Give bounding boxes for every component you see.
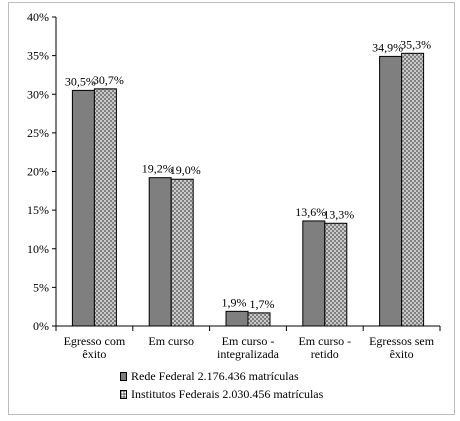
category-label: retido: [311, 347, 339, 361]
bar-rede-federal: [379, 55, 403, 327]
category-label: Egresso com: [64, 334, 126, 348]
data-label: 30,7%: [93, 73, 124, 87]
bar-institutos-federais: [170, 178, 194, 327]
y-tick-label: 10%: [27, 242, 49, 256]
y-tick-label: 25%: [27, 126, 49, 140]
data-label: 19,0%: [170, 163, 201, 177]
bar-institutos-federais: [324, 222, 348, 327]
legend-swatch-solid: [120, 371, 127, 381]
bar-rede-federal: [71, 89, 95, 327]
bar-rede-federal: [225, 310, 249, 327]
category-label: Egressos sem: [369, 334, 435, 348]
legend: Rede Federal 2.176.436 matrículas Instit…: [120, 367, 323, 403]
y-axis-ticks: 0% 5% 10% 15% 20% 25% 30% 35% 40%: [27, 10, 56, 333]
y-tick-label: 20%: [27, 165, 49, 179]
category-label: Em curso -: [298, 334, 351, 348]
bar-institutos-federais: [401, 52, 425, 327]
legend-label: Rede Federal 2.176.436 matrículas: [131, 368, 299, 383]
data-label: 19,2%: [142, 162, 173, 176]
category-label: êxito: [390, 347, 414, 361]
y-tick-label: 40%: [27, 10, 49, 24]
data-label: 1,9%: [222, 295, 247, 309]
y-tick-label: 35%: [27, 49, 49, 63]
legend-item-rede-federal: Rede Federal 2.176.436 matrículas: [120, 367, 323, 385]
data-labels: 30,5%30,7% 19,2%19,0% 1,9% 1,7% 13,6%13,3% 34…: [65, 37, 431, 311]
category-label: Em curso -: [222, 334, 275, 348]
data-label: 1,7%: [250, 297, 275, 311]
category-label: êxito: [82, 347, 106, 361]
bar-rede-federal: [148, 177, 172, 327]
bar-institutos-federais: [247, 312, 271, 327]
bar-institutos-federais: [93, 88, 117, 327]
bar-rede-federal: [302, 220, 326, 327]
category-label: integralizada: [217, 347, 280, 361]
bars: [71, 52, 425, 327]
data-label: 30,5%: [65, 74, 96, 88]
y-tick-label: 15%: [27, 203, 49, 217]
y-tick-label: 30%: [27, 87, 49, 101]
data-label: 34,9%: [372, 40, 403, 54]
y-tick-label: 5%: [33, 280, 49, 294]
legend-swatch-dotted: [120, 389, 127, 399]
data-label: 13,3%: [323, 207, 354, 221]
legend-label: Institutos Federais 2.030.456 matrículas: [131, 386, 324, 401]
data-label: 13,6%: [295, 205, 326, 219]
category-label: Em curso: [148, 334, 194, 348]
legend-item-institutos-federais: Institutos Federais 2.030.456 matrículas: [120, 385, 323, 403]
y-tick-label: 0%: [33, 319, 49, 333]
data-label: 35,3%: [400, 37, 431, 51]
